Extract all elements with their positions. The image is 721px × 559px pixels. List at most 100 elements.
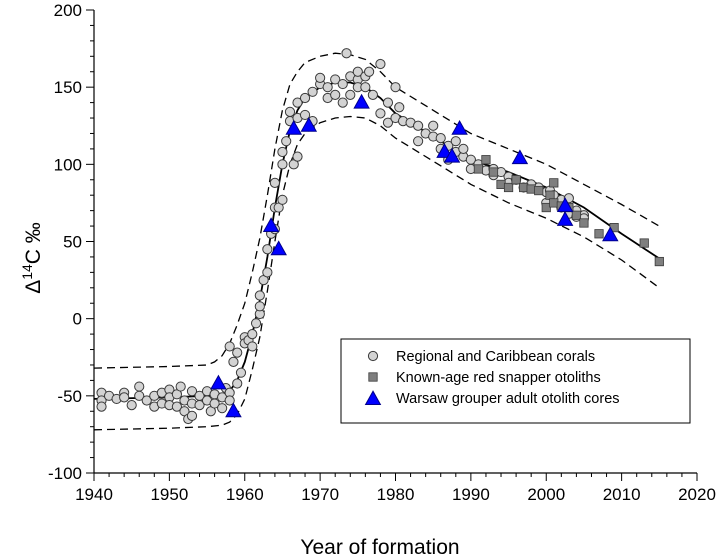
snapper-point: [545, 190, 555, 200]
legend: Regional and Caribbean corals Known-age r…: [340, 338, 691, 424]
coral-point: [126, 399, 137, 411]
snapper-point: [473, 164, 484, 174]
snapper-point: [481, 155, 491, 165]
legend-box: [340, 338, 691, 424]
coral-point: [458, 143, 469, 154]
y-axis-title: Δ14C ‰: [19, 222, 45, 294]
coral-point: [367, 89, 378, 100]
grouper-point: [436, 143, 453, 158]
y-axis-title-unit: C ‰: [22, 222, 45, 264]
coral-point: [390, 82, 401, 93]
coral-point: [250, 318, 262, 329]
data-points-layer: [96, 48, 664, 425]
coral-point: [292, 151, 303, 162]
coral-point: [235, 367, 247, 378]
ticks-layer: 1940 1950 1960 1970 1980 1990 2000 2010 2020-100…: [48, 1, 716, 504]
coral-point: [281, 136, 292, 147]
coral-point: [175, 381, 186, 392]
x-tick-label: 2010: [603, 485, 641, 504]
coral-point: [360, 82, 371, 93]
coral-point: [435, 132, 446, 144]
coral-point: [284, 106, 296, 117]
coral-point: [228, 356, 239, 367]
legend-snapper-point-icon: [368, 372, 378, 382]
coral-point: [171, 401, 183, 412]
coral-point: [307, 86, 318, 97]
x-axis-title: Year of formation: [300, 536, 459, 559]
coral-point: [269, 177, 280, 188]
y-axis-title-superscript: 14: [19, 264, 35, 280]
y-axis-title-delta: Δ: [22, 280, 45, 294]
grouper-point: [511, 149, 529, 165]
coral-point: [141, 395, 152, 406]
snapper-point: [579, 218, 589, 228]
y-tick-label: 50: [63, 233, 82, 252]
lower-band-line: [93, 115, 660, 431]
legend-coral-point-icon: [367, 350, 379, 362]
grouper-point: [451, 119, 468, 135]
coral-point: [247, 341, 258, 352]
x-tick-label: 1950: [150, 485, 188, 504]
x-tick-label: 2000: [527, 485, 565, 504]
x-tick-label: 1990: [452, 485, 490, 504]
grouper-point: [262, 217, 280, 232]
coral-point: [292, 97, 303, 108]
coral-point: [322, 82, 333, 93]
coral-point: [134, 390, 145, 401]
grouper-point: [270, 240, 287, 256]
y-tick-label: 0: [73, 310, 82, 329]
coral-point: [364, 66, 375, 77]
coral-point: [382, 117, 394, 128]
x-tick-label: 1960: [226, 485, 264, 504]
coral-point: [277, 159, 288, 170]
coral-point: [337, 97, 348, 108]
snapper-point: [534, 185, 544, 196]
coral-point: [315, 72, 326, 84]
coral-point: [413, 136, 424, 147]
y-tick-label: -100: [48, 464, 82, 483]
y-tick-label: -50: [57, 387, 82, 406]
coral-point: [254, 290, 265, 301]
grouper-point: [602, 226, 619, 242]
snapper-point: [488, 167, 499, 177]
coral-point: [224, 341, 235, 352]
x-tick-label: 1980: [377, 485, 415, 504]
snapper-point: [571, 210, 582, 220]
coral-point: [186, 386, 198, 397]
grouper-point: [210, 374, 227, 390]
grouper-point: [300, 116, 318, 132]
coral-point: [262, 267, 273, 278]
legend-grouper-point-icon: [364, 390, 382, 405]
grouper-point: [353, 93, 370, 109]
y-tick-label: 100: [54, 155, 82, 174]
coral-point: [232, 378, 243, 389]
coral-point: [247, 329, 258, 340]
coral-point: [186, 410, 198, 421]
coral-point: [375, 58, 386, 70]
coral-point: [119, 392, 130, 403]
coral-point: [224, 395, 235, 406]
snapper-point: [549, 178, 559, 188]
confidence-band-layer: [93, 52, 660, 431]
coral-point: [277, 194, 288, 205]
coral-point: [382, 97, 394, 108]
grouper-point: [225, 402, 242, 418]
coral-point: [450, 136, 461, 147]
coral-point: [232, 347, 243, 358]
coral-point: [299, 92, 311, 104]
coral-point: [341, 48, 352, 59]
coral-point: [345, 89, 356, 100]
x-tick-label: 1970: [301, 485, 339, 504]
coral-point: [194, 399, 205, 411]
coral-point: [375, 108, 386, 119]
coral-point: [337, 78, 348, 90]
grouper-point: [556, 211, 574, 226]
coral-point: [96, 401, 107, 412]
snapper-point: [639, 238, 649, 248]
grouper-point: [443, 147, 461, 163]
coral-point: [277, 146, 288, 158]
coral-point: [394, 102, 405, 113]
coral-point: [352, 66, 363, 77]
upper-band-line: [93, 52, 660, 369]
